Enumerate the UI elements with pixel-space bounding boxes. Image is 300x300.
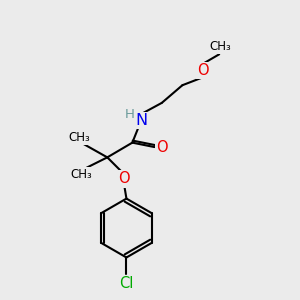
Text: CH₃: CH₃ [70,168,92,181]
Text: O: O [156,140,168,154]
Text: CH₃: CH₃ [68,131,90,144]
Text: O: O [118,171,129,186]
Text: O: O [197,63,209,78]
Text: H: H [125,108,135,121]
Text: Cl: Cl [119,277,134,292]
Text: CH₃: CH₃ [210,40,232,53]
Text: N: N [135,113,147,128]
